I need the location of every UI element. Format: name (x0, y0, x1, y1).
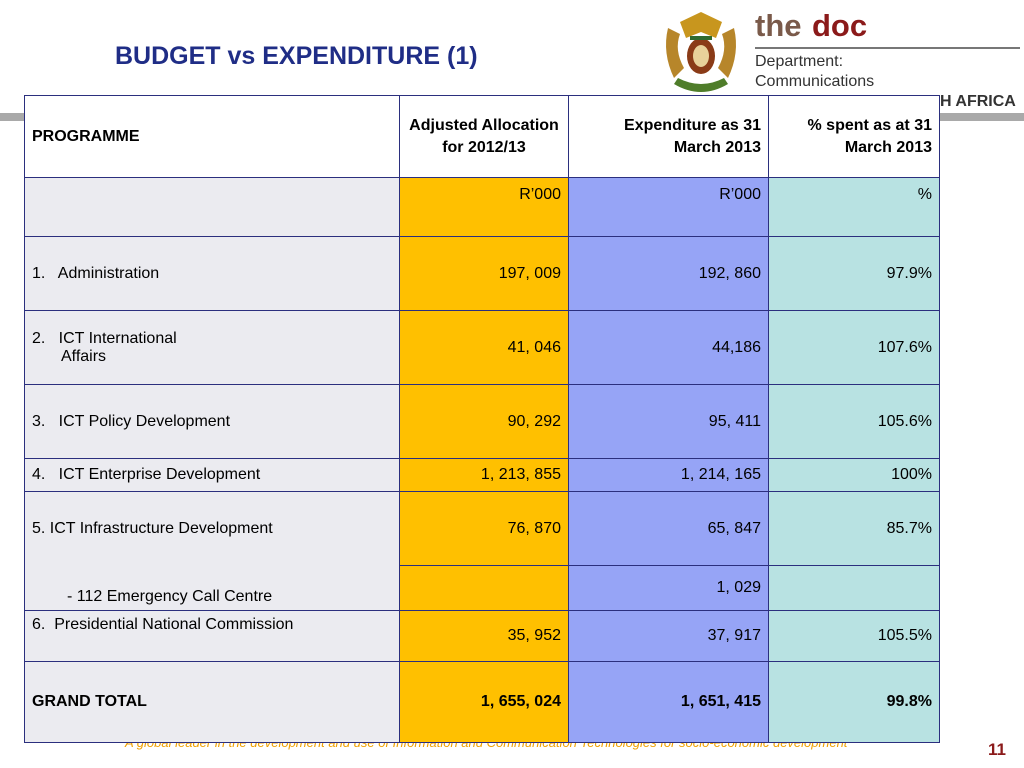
programme-cell: GRAND TOTAL (25, 662, 400, 743)
header-cell: Adjusted Allocation for 2012/13 (400, 96, 569, 178)
value-cell: 1, 655, 024 (400, 662, 569, 743)
value-cell: 44,186 (569, 311, 769, 385)
table: PROGRAMME Adjusted Allocation for 2012/13… (24, 95, 940, 743)
programme-text: Affairs (61, 347, 107, 365)
programme-text: 3. ICT Policy Development (32, 412, 231, 430)
programme-cell: 6. Presidential National Commission (25, 611, 400, 662)
value-text: 41, 046 (507, 338, 561, 356)
title: BUDGET vs EXPENDITURE (1) (115, 42, 478, 70)
value-cell: 76, 870 (400, 492, 569, 566)
value-text: 37, 917 (707, 627, 761, 644)
programme-cell: - 112 Emergency Call Centre (25, 566, 400, 611)
value-cell: 197, 009 (400, 237, 569, 311)
programme-text: 5. ICT Infrastructure Development (32, 520, 273, 537)
logo-country: H AFRICA (940, 93, 1016, 110)
header-text: PROGRAMME (32, 127, 140, 145)
value-cell: 90, 292 (400, 385, 569, 459)
value-text: 97.9% (886, 264, 932, 282)
logo-department: Department: (755, 53, 844, 70)
value-text: 1, 655, 024 (480, 693, 561, 710)
value-text: 192, 860 (698, 264, 761, 282)
value-cell: 37, 917 (569, 611, 769, 662)
value-cell: 97.9% (769, 237, 940, 311)
value-cell: 1, 029 (569, 566, 769, 611)
logo-rule (755, 47, 1020, 49)
page-number: 11 (988, 740, 1006, 759)
unit-text: % (917, 186, 932, 203)
value-cell: 95, 411 (569, 385, 769, 459)
programme-text: 2. ICT International (32, 329, 177, 347)
value-cell: 105.5% (769, 611, 940, 662)
value-text: 95, 411 (708, 412, 761, 430)
programme-text: 1. Administration (32, 264, 160, 282)
value-text: 35, 952 (507, 627, 561, 644)
unit-cell: % (769, 178, 940, 237)
programme-text: - 112 Emergency Call Centre (67, 588, 273, 605)
unit-text: R’000 (719, 186, 761, 203)
programme-text: 6. Presidential National Commission (32, 616, 294, 633)
programme-cell: 2. ICT International Affairs (25, 311, 400, 385)
value-cell: 105.6% (769, 385, 940, 459)
value-cell: 99.8% (769, 662, 940, 743)
value-cell (769, 566, 940, 611)
header-text: Expenditure as 31 March 2013 (624, 116, 761, 156)
value-text: 105.5% (877, 627, 932, 644)
value-text: 1, 213, 855 (480, 466, 561, 483)
header-cell: PROGRAMME (25, 96, 400, 178)
value-cell: 35, 952 (400, 611, 569, 662)
value-cell (400, 566, 569, 611)
value-cell: 1, 214, 165 (569, 459, 769, 492)
coat-of-arms (666, 12, 736, 92)
value-text: 85.7% (886, 519, 932, 537)
value-cell: 41, 046 (400, 311, 569, 385)
value-cell: 192, 860 (569, 237, 769, 311)
value-cell: 107.6% (769, 311, 940, 385)
programme-text: 4. ICT Enterprise Development (32, 466, 261, 483)
value-text: 105.6% (877, 412, 932, 430)
logo-brand: doc (812, 8, 868, 43)
logo-prefix: the (755, 8, 802, 43)
value-text: 1, 214, 165 (680, 466, 761, 483)
value-text: 90, 292 (507, 412, 561, 430)
value-cell: 1, 213, 855 (400, 459, 569, 492)
value-text: 100% (891, 466, 932, 483)
header-text: Adjusted Allocation for 2012/13 (409, 116, 559, 156)
value-text: 1, 029 (716, 579, 761, 596)
value-cell: 100% (769, 459, 940, 492)
value-text: 1, 651, 415 (680, 693, 761, 710)
programme-cell: 3. ICT Policy Development (25, 385, 400, 459)
header-cell: % spent as at 31 March 2013 (769, 96, 940, 178)
value-text: 76, 870 (507, 519, 561, 537)
value-text: 44,186 (712, 338, 761, 356)
unit-text: R’000 (519, 186, 561, 203)
programme-cell: 5. ICT Infrastructure Development (25, 492, 400, 566)
value-text: 99.8% (886, 693, 932, 710)
value-text: 107.6% (877, 338, 932, 356)
programme-cell: 4. ICT Enterprise Development (25, 459, 400, 492)
programme-cell: 1. Administration (25, 237, 400, 311)
unit-cell: R’000 (400, 178, 569, 237)
value-text: 65, 847 (707, 519, 761, 537)
unit-cell: R’000 (569, 178, 769, 237)
value-cell: 85.7% (769, 492, 940, 566)
header-text: % spent as at 31 March 2013 (807, 116, 933, 156)
header-cell: Expenditure as 31 March 2013 (569, 96, 769, 178)
unit-cell (25, 178, 400, 237)
logo-name: Communications (755, 73, 875, 90)
value-cell: 1, 651, 415 (569, 662, 769, 743)
programme-text: GRAND TOTAL (32, 693, 147, 710)
value-text: 197, 009 (498, 264, 561, 282)
value-cell: 65, 847 (569, 492, 769, 566)
